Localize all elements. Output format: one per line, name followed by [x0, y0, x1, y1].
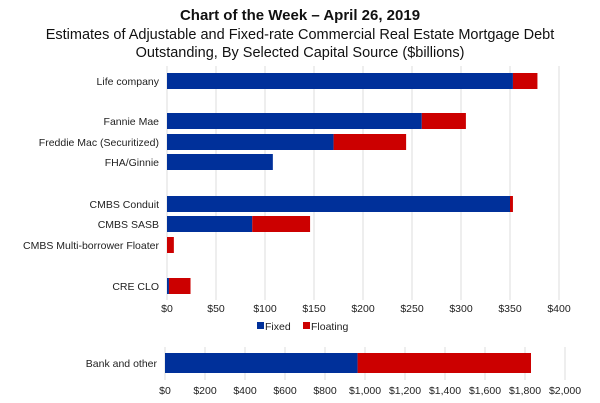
category-label: Fannie Mae	[104, 116, 160, 128]
bar-fixed	[167, 278, 169, 294]
x-tick-label: $250	[400, 303, 424, 315]
chart-subtitle-line-1: Estimates of Adjustable and Fixed-rate C…	[45, 27, 555, 43]
bar-floating	[167, 237, 174, 253]
x-tick-label: $1,200	[389, 385, 421, 397]
bar-fixed	[167, 73, 513, 89]
x-tick-label: $1,600	[469, 385, 501, 397]
x-tick-label: $300	[449, 303, 473, 315]
chart-title: Chart of the Week – April 26, 2019	[179, 7, 421, 24]
bar-fixed	[165, 353, 358, 373]
category-label: CMBS Conduit	[90, 199, 160, 211]
bar-floating	[421, 113, 466, 129]
legend-label-fixed: Fixed	[265, 321, 291, 333]
x-tick-label: $400	[233, 385, 257, 397]
x-tick-label: $350	[498, 303, 522, 315]
x-tick-label: $0	[161, 303, 173, 315]
x-tick-label: $200	[351, 303, 375, 315]
x-tick-label: $100	[253, 303, 277, 315]
category-label: Life company	[97, 76, 160, 88]
x-tick-label: $50	[207, 303, 225, 315]
x-tick-label: $0	[159, 385, 171, 397]
legend-swatch-floating	[303, 322, 310, 329]
x-tick-label: $600	[273, 385, 297, 397]
bar-floating	[510, 196, 513, 212]
bar-floating	[168, 278, 191, 294]
category-label: CMBS Multi-borrower Floater	[23, 240, 159, 252]
legend-swatch-fixed	[257, 322, 264, 329]
category-label: CRE CLO	[112, 281, 159, 293]
bar-fixed	[167, 113, 422, 129]
bar-floating	[333, 134, 407, 150]
chart-subtitle-line-2: Outstanding, By Selected Capital Source …	[135, 45, 465, 61]
x-tick-label: $1,400	[429, 385, 461, 397]
x-tick-label: $400	[547, 303, 571, 315]
bar-fixed	[167, 196, 510, 212]
category-label: CMBS SASB	[98, 219, 159, 231]
x-tick-label: $150	[302, 303, 326, 315]
category-label: Bank and other	[86, 358, 158, 370]
x-tick-label: $200	[193, 385, 217, 397]
bar-fixed	[167, 154, 273, 170]
category-label: Freddie Mac (Securitized)	[39, 137, 159, 149]
category-label: FHA/Ginnie	[105, 157, 159, 169]
x-tick-label: $800	[313, 385, 337, 397]
bar-floating	[357, 353, 531, 373]
legend-label-floating: Floating	[311, 321, 349, 333]
bar-fixed	[167, 134, 334, 150]
bar-fixed	[167, 216, 253, 232]
x-tick-label: $1,800	[509, 385, 541, 397]
bar-floating	[512, 73, 538, 89]
x-tick-label: $2,000	[549, 385, 581, 397]
x-tick-label: $1,000	[349, 385, 381, 397]
bar-floating	[252, 216, 311, 232]
